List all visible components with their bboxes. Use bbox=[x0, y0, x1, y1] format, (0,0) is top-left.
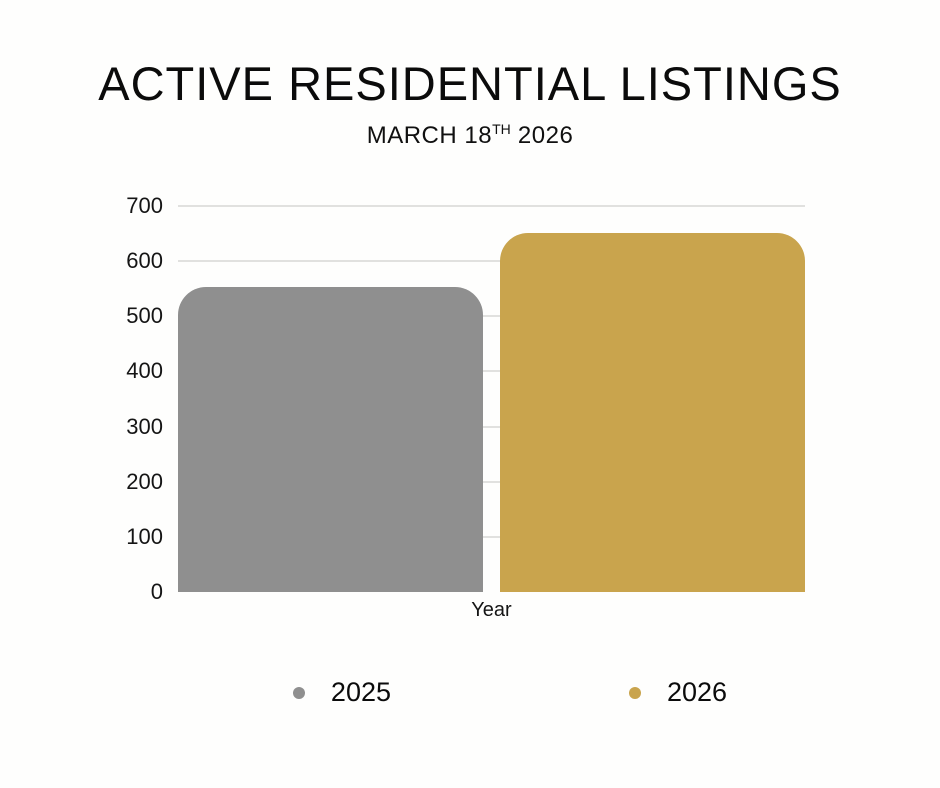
y-tick-label-500: 500 bbox=[126, 303, 163, 329]
gridline-400 bbox=[178, 370, 805, 373]
subtitle-superscript: TH bbox=[492, 121, 511, 137]
gridline-300 bbox=[178, 425, 805, 428]
y-tick-label-200: 200 bbox=[126, 468, 163, 494]
y-tick-label-700: 700 bbox=[126, 193, 163, 218]
x-axis-label: Year bbox=[471, 599, 512, 621]
bar-2025 bbox=[178, 287, 483, 592]
gridline-500 bbox=[178, 315, 805, 318]
gridline-200 bbox=[178, 480, 805, 483]
y-tick-label-0: 0 bbox=[150, 579, 163, 604]
y-tick-label-600: 600 bbox=[126, 248, 163, 274]
chart-subtitle: MARCH 18TH 2026 bbox=[0, 121, 940, 150]
legend: 2025 2026 bbox=[80, 677, 940, 708]
bar-2026 bbox=[500, 233, 805, 592]
plot-area bbox=[178, 205, 805, 592]
legend-label-2026: 2026 bbox=[667, 677, 728, 707]
subtitle-suffix: 2026 bbox=[510, 122, 574, 149]
subtitle-prefix: MARCH 18 bbox=[366, 122, 493, 149]
chart-title: ACTIVE RESIDENTIAL LISTINGS bbox=[98, 57, 842, 110]
legend-item-2025: 2025 bbox=[292, 677, 391, 708]
legend-dot-2025 bbox=[292, 686, 305, 699]
y-tick-label-100: 100 bbox=[126, 523, 163, 549]
gridline-700 bbox=[178, 205, 805, 207]
legend-item-2026: 2026 bbox=[629, 677, 727, 708]
gridline-600 bbox=[178, 260, 805, 263]
y-tick-label-300: 300 bbox=[126, 413, 163, 439]
gridline-100 bbox=[178, 535, 805, 538]
y-tick-label-400: 400 bbox=[126, 358, 163, 384]
legend-label-2025: 2025 bbox=[330, 677, 391, 707]
legend-dot-2026 bbox=[629, 686, 641, 699]
